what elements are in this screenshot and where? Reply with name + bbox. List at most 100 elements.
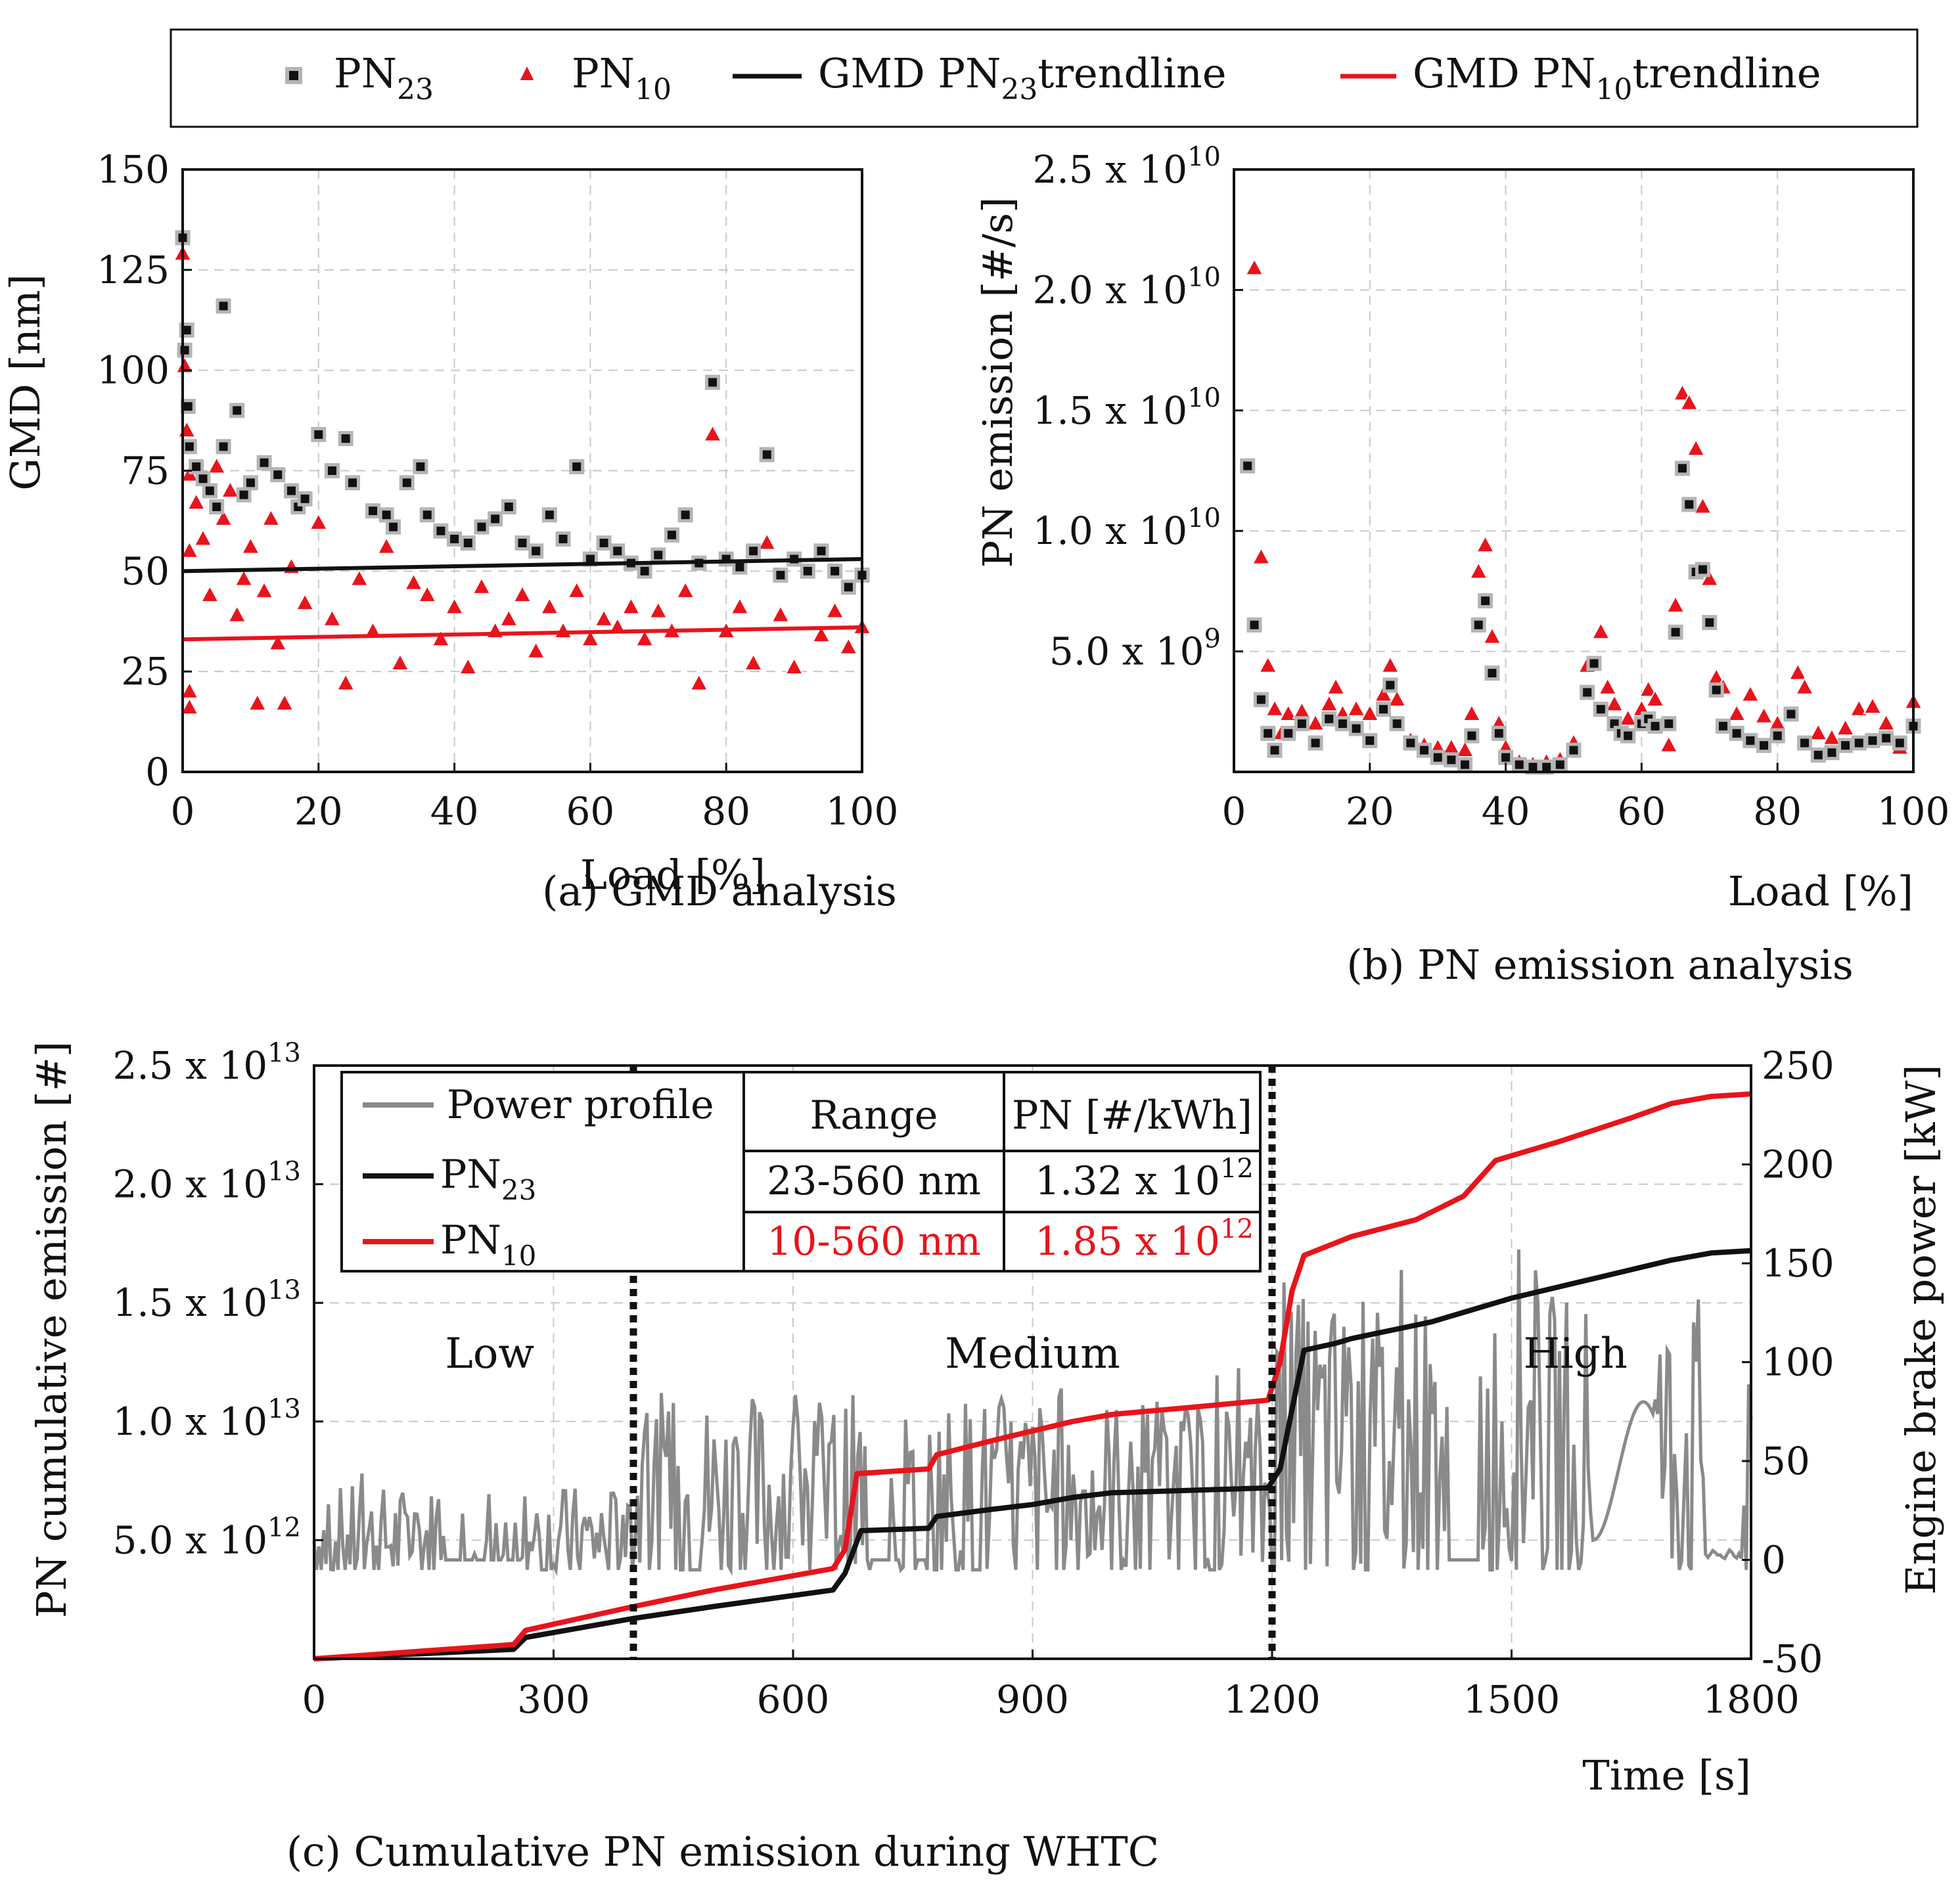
chart-b-pn23-point [1838,738,1854,754]
chart-c-xtick-label: 1500 [1463,1677,1561,1722]
chart-b-pn23-point [1580,685,1595,700]
chart-a-pn23-point [386,519,401,535]
chart-b-pn10-point [1387,688,1407,707]
chart-c-caption: (c) Cumulative PN emission during WHTC [286,1828,1159,1876]
chart-a-marks [173,230,872,715]
chart-b-pn10-point [1754,706,1774,724]
chart-b-pn23-point [1824,745,1840,761]
chart-b-pn10-point [1693,496,1713,514]
chart-a-pn23-point [181,439,197,455]
chart-c-region-label: Medium [945,1330,1120,1378]
chart-a-xtick-label: 100 [826,789,899,834]
chart-a-pn23-point [283,483,299,499]
chart-b-pn23-point [1681,497,1697,512]
chart-a-pn10-point [811,625,831,643]
chart-b-pn23-point [1464,728,1480,744]
chart-a-pn23-point [338,431,353,447]
chart-a-pn23-point [256,455,272,470]
chart-a-pn23-point [664,527,679,543]
chart-c-power-profile [312,1249,1753,1577]
chart-a-pn10-point [214,508,233,526]
chart-b-pn10-point [1265,698,1285,717]
table-row1-range: 23-560 nm [767,1158,981,1204]
chart-b-ytick-label: 1.0 x 1010 [1032,503,1221,553]
chart-a-pn23-point [345,475,360,491]
chart-b-pn23-point [1620,728,1636,744]
chart-c-ytick-right-label: 100 [1762,1340,1835,1385]
chart-b-pn10-point [1482,626,1502,644]
chart-a-pn10-point [376,536,396,554]
chart-b-pn23-point [1865,732,1880,748]
chart-b-pn-emission: 0 20 40 60 80 100 5.0 x 109 1.0 x 1010 1.5 x 101… [974,142,1949,989]
chart-a-pn23-point [378,507,394,523]
chart-a-pn10-point [431,629,451,647]
chart-c-ytick-right-label: 0 [1762,1538,1786,1583]
legend-gmd23-label: GMD PN23trendline [818,49,1227,106]
chart-b-pn10-point [1727,703,1746,721]
chart-a-pn23-point [270,467,286,483]
chart-a-pn10-point [200,584,220,603]
chart-b-ytick-label: 1.5 x 1010 [1032,383,1221,433]
chart-b-pn23-point [1797,735,1813,751]
chart-b-pn23-point [1511,757,1527,773]
chart-a-pn10-point [227,604,247,623]
chart-b-pn10-point [1469,561,1488,579]
chart-b-pn10-point [1455,739,1475,757]
chart-b-pn23-point [1478,593,1493,609]
chart-a-pn10-point [193,528,213,547]
chart-b-pn23-point [1715,718,1731,734]
chart-a-pn23-point [229,403,245,418]
chart-a-pn23-point [555,531,571,547]
chart-a-xtick-label: 40 [430,789,479,834]
chart-a-pn10-point [458,656,478,675]
chart-a-pn23-point [202,483,217,499]
chart-a-pn10-point [689,673,709,691]
chart-a-pn23-point [365,503,381,519]
chart-b-pn23-point [1552,757,1568,773]
chart-b-pn23-point [1484,665,1500,681]
chart-b-pn10-point [1645,688,1665,707]
chart-b-xtick-label: 60 [1617,789,1666,834]
chart-c-ytick-left-label: 1.5 x 1013 [112,1275,301,1325]
chart-b-pn23-point [1879,731,1894,746]
chart-b-xtick-label: 100 [1877,789,1950,834]
chart-a-pn23-point [813,543,829,559]
chart-a-pn23-point [433,523,449,539]
chart-b-ytick-label: 5.0 x 109 [1049,624,1221,674]
chart-a-pn23-point [177,342,193,358]
chart-b-pn10-point [1380,655,1400,673]
chart-b-pn23-point [1375,702,1391,717]
chart-b-pn23-point [1695,562,1710,577]
chart-a-caption: (a) GMD analysis [542,867,897,915]
chart-a-pn10-point [539,597,560,615]
chart-b-pn23-point [1267,742,1283,758]
chart-a-pn23-point [297,491,313,507]
chart-a-xtick-label: 80 [702,789,750,834]
chart-a-pn10-point [275,692,294,711]
chart-a-pn23-point [460,535,476,551]
chart-a-pn10-point [187,492,206,510]
chart-a-pn23-point [650,547,666,563]
chart-c-ylabel-left: PN cumulative emission [#] [28,1041,76,1618]
chart-c-ytick-right-label: -50 [1762,1636,1823,1681]
chart-b-pn23-point [1308,735,1323,751]
chart-b-pn23-point [1491,725,1507,741]
chart-b-pn23-point [1668,624,1683,640]
chart-a-pn10-point [403,572,424,591]
chart-b-pn10-point [1672,383,1693,401]
chart-b-pn23-point [1810,747,1826,763]
chart-a-trendline [182,625,863,642]
chart-a-xtick-label: 20 [294,789,343,834]
chart-b-ytick-label: 2.0 x 1010 [1032,262,1221,312]
chart-c-xtick-label: 0 [302,1677,327,1722]
chart-b-pn23-point [1294,716,1310,732]
chart-a-trendline [182,556,863,574]
legend-pn23-label: PN23 [334,49,434,106]
chart-c-xtick-label: 900 [996,1677,1069,1722]
chart-b-pn10-point [1605,694,1624,712]
chart-a-pn10-point [757,532,777,551]
chart-a-pn23-point [216,439,231,455]
chart-b-pn10-point [1373,684,1394,702]
chart-a-pn23-point [474,519,490,535]
chart-b-pn10-point [1319,694,1339,712]
